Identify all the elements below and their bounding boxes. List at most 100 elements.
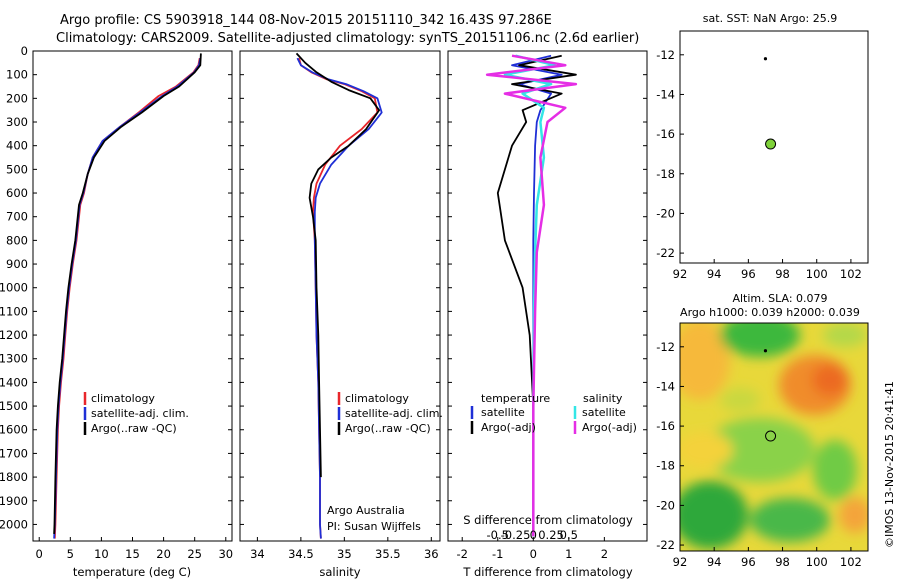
depth-tick-label: 1200 [0, 328, 28, 342]
map-y-tick-label: -16 [656, 419, 675, 433]
salinity-xlabel: salinity [319, 565, 360, 579]
map-y-tick-label: -16 [656, 127, 675, 141]
depth-tick-label: 200 [6, 91, 28, 105]
legend-label-satellite: satellite-adj. clim. [91, 407, 189, 420]
depth-tick-label: 1900 [0, 494, 28, 508]
figure-title-line1: Argo profile: CS 5903918_144 08-Nov-2015… [60, 13, 552, 28]
figure-title-line2: Climatology: CARS2009. Satellite-adjuste… [56, 31, 639, 46]
legend-title-salinity: salinity [583, 392, 623, 405]
legend-label-climatology: climatology [345, 392, 409, 405]
map-x-tick-label: 92 [673, 267, 688, 281]
legend-label-argo: Argo(..raw -QC) [345, 422, 431, 435]
map-x-tick-label: 102 [840, 267, 862, 281]
depth-tick-label: 600 [6, 186, 28, 200]
map-y-tick-label: -22 [656, 538, 675, 552]
salinity-panel-frame [239, 50, 441, 542]
x-tick-label: 35.5 [375, 547, 401, 561]
series-line [485, 54, 578, 537]
depth-tick-label: 1600 [0, 423, 28, 437]
x2-tick-label: -0.5 [487, 528, 509, 542]
x-tick-label: 2 [601, 547, 608, 561]
depth-tick-label: 1000 [0, 281, 28, 295]
series-line [295, 52, 381, 478]
temperature-legend: climatology satellite-adj. clim. Argo(..… [83, 392, 189, 435]
sla-map-overlay: 92 94 96 98 100 102 -12 -14 -16 -18 -20 -22 [656, 340, 862, 569]
x-tick-label: 34 [250, 547, 265, 561]
legend-label-sal-satellite: satellite [582, 406, 626, 419]
map-x-tick-label: 100 [806, 555, 828, 569]
depth-tick-label: 800 [6, 233, 28, 247]
series-line [53, 53, 202, 534]
depth-tick-label: 1400 [0, 375, 28, 389]
legend-label-satellite: satellite-adj. clim. [345, 407, 443, 420]
x2-tick-label: 0.25 [538, 528, 564, 542]
depth-tick-label: 2000 [0, 517, 28, 531]
x-tick-label: 15 [125, 547, 140, 561]
x-tick-label: 0 [36, 547, 43, 561]
series-line [511, 54, 563, 537]
depth-tick-label: 100 [6, 68, 28, 82]
x2-tick-label: 0 [530, 528, 537, 542]
depth-tick-label: 900 [6, 257, 28, 271]
series-line [296, 57, 383, 539]
legend-label-climatology: climatology [91, 392, 155, 405]
map-y-tick-label: -12 [656, 48, 675, 62]
temperature-panel-frame [32, 50, 233, 542]
x-tick-label: 34.5 [288, 547, 314, 561]
x-tick-label: 35 [337, 547, 352, 561]
x-tick-label: 1 [565, 547, 572, 561]
salinity-legend: climatology satellite-adj. clim. Argo(..… [327, 392, 443, 533]
x2-tick-label: 0.5 [560, 528, 578, 542]
depth-tick-label: 500 [6, 162, 28, 176]
map-x-tick-label: 92 [673, 555, 688, 569]
map-y-tick-label: -12 [656, 340, 675, 354]
depth-tick-label: 1300 [0, 352, 28, 366]
difference-series [485, 54, 578, 537]
difference-xlabel: T difference from climatology [462, 565, 633, 579]
sla-map-title2: Argo h1000: 0.039 h2000: 0.039 [680, 306, 860, 319]
x-tick-label: 20 [156, 547, 171, 561]
x2-tick-label: -0.25 [501, 528, 531, 542]
map-y-tick-label: -14 [656, 87, 675, 101]
depth-tick-label: 0 [21, 44, 28, 58]
map-point-float [765, 430, 777, 442]
depth-tick-label: 1700 [0, 446, 28, 460]
map-y-tick-label: -20 [656, 206, 675, 220]
sst-map: 92 94 96 98 100 102 -12 -14 -16 -18 -20 -22 [656, 48, 862, 281]
x-tick-label: -1 [492, 547, 503, 561]
x-tick-label: 10 [94, 547, 109, 561]
legend-title-temperature: temperature [481, 392, 550, 405]
depth-axis: 0 100 200 300 400 500 600 700 800 900 1000 1100 1200… [0, 44, 647, 531]
map-y-tick-label: -20 [656, 498, 675, 512]
annotation-argo-australia: Argo Australia [327, 504, 405, 517]
sla-heatmap [680, 323, 868, 551]
series-line [53, 57, 202, 539]
series-line [53, 57, 201, 539]
difference-legend: temperature salinity satellite Argo(-adj… [470, 392, 637, 434]
series-line [496, 54, 577, 537]
depth-tick-label: 700 [6, 210, 28, 224]
legend-label-temp-satellite: satellite [481, 406, 525, 419]
map-x-tick-label: 98 [775, 555, 790, 569]
x-tick-label: 25 [187, 547, 202, 561]
x-tick-label: 36 [424, 547, 439, 561]
map-x-tick-label: 102 [840, 555, 862, 569]
map-x-tick-label: 100 [806, 267, 828, 281]
legend-label-temp-argo: Argo(-adj) [481, 421, 536, 434]
x-tick-label: 0 [530, 547, 537, 561]
temperature-series [53, 53, 202, 539]
map-x-tick-label: 94 [707, 555, 722, 569]
map-x-tick-label: 94 [707, 267, 722, 281]
map-x-tick-label: 98 [775, 267, 790, 281]
x-tick-label: 30 [218, 547, 233, 561]
x-tick-label: -2 [456, 547, 467, 561]
legend-label-argo: Argo(..raw -QC) [91, 422, 177, 435]
map-y-tick-label: -18 [656, 167, 675, 181]
map-x-tick-label: 96 [741, 267, 756, 281]
annotation-pi: PI: Susan Wijffels [327, 520, 421, 533]
salinity-series [295, 52, 383, 539]
map-point-dot [763, 349, 768, 353]
depth-tick-label: 400 [6, 139, 28, 153]
legend-label-sal-argo: Argo(-adj) [582, 421, 637, 434]
